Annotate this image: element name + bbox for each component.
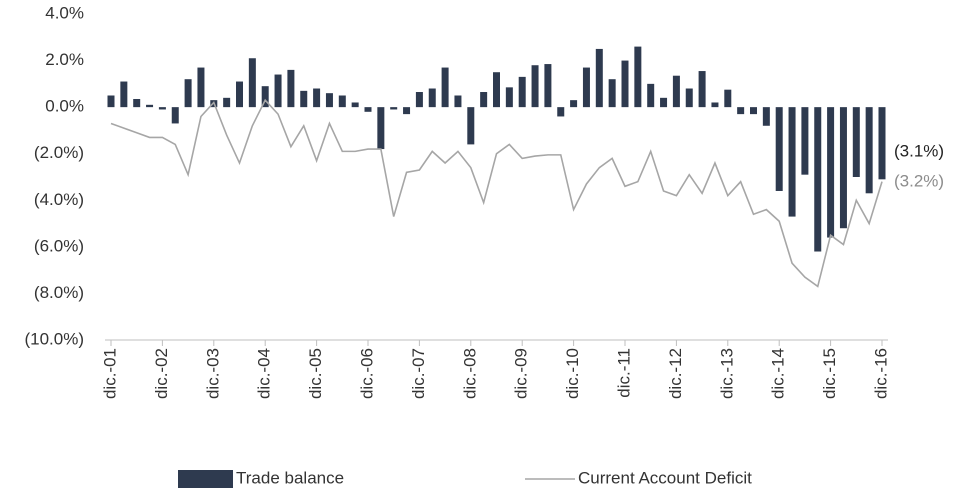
bar xyxy=(454,95,462,108)
bar xyxy=(698,71,706,108)
bar xyxy=(184,79,192,108)
bar xyxy=(737,107,745,115)
bar xyxy=(865,107,873,194)
y-tick-label: (6.0%) xyxy=(34,236,84,255)
x-tick-label: dic.-08 xyxy=(460,348,479,399)
bar xyxy=(133,98,141,108)
bar xyxy=(621,60,629,108)
bar xyxy=(403,107,411,115)
bar xyxy=(480,92,488,108)
bar xyxy=(274,74,282,108)
bar xyxy=(608,79,616,108)
x-tick-label: dic.-11 xyxy=(614,348,633,398)
bar xyxy=(261,86,269,108)
bar xyxy=(236,81,243,108)
bar xyxy=(660,97,668,108)
bar xyxy=(775,107,783,191)
bar xyxy=(505,87,513,108)
bar xyxy=(300,90,308,108)
bar xyxy=(223,97,231,108)
bar xyxy=(390,107,398,110)
bar xyxy=(634,46,642,108)
bar xyxy=(441,67,449,108)
bar xyxy=(852,107,860,177)
y-tick-label: 4.0% xyxy=(45,3,84,22)
x-tick-label: dic.-05 xyxy=(306,348,325,399)
bar xyxy=(364,107,372,112)
bar xyxy=(248,58,256,108)
bar xyxy=(827,107,835,238)
x-tick-label: dic.-09 xyxy=(512,348,531,399)
y-tick-label: (10.0%) xyxy=(24,329,84,348)
y-tick-label: (2.0%) xyxy=(34,143,84,162)
bar xyxy=(325,93,333,108)
x-tick-label: dic.-03 xyxy=(203,348,222,399)
legend-swatch xyxy=(178,470,233,488)
x-tick-label: dic.-04 xyxy=(255,348,274,399)
bar xyxy=(788,107,796,217)
bar xyxy=(197,67,205,108)
bar xyxy=(672,75,680,108)
bar xyxy=(467,107,475,145)
bar xyxy=(570,100,578,108)
bar xyxy=(801,107,809,175)
x-tick-label: dic.-16 xyxy=(871,348,890,399)
bar xyxy=(171,107,179,124)
x-tick-label: dic.-12 xyxy=(666,348,685,399)
bar xyxy=(685,88,693,108)
y-tick-label: 2.0% xyxy=(45,50,84,69)
bar xyxy=(428,88,436,108)
bar xyxy=(647,83,655,108)
legend-label: Trade balance xyxy=(236,468,344,487)
bar xyxy=(377,107,385,150)
bar xyxy=(287,69,295,108)
x-tick-label: dic.-10 xyxy=(563,348,582,399)
bar xyxy=(582,67,590,108)
bar xyxy=(814,107,822,252)
x-tick-label: dic.-01 xyxy=(100,348,119,399)
x-tick-label: dic.-07 xyxy=(409,348,428,399)
bar xyxy=(158,107,166,110)
bar xyxy=(595,48,603,108)
x-tick-label: dic.-13 xyxy=(717,348,736,399)
bar xyxy=(878,107,886,180)
bar xyxy=(313,88,321,108)
bar xyxy=(557,107,565,117)
x-tick-label: dic.-14 xyxy=(769,348,788,399)
y-tick-label: 0.0% xyxy=(45,97,84,116)
value-label: (3.1%) xyxy=(894,141,944,160)
bar xyxy=(146,104,154,108)
bar xyxy=(518,76,526,108)
bar xyxy=(762,107,770,126)
bar xyxy=(711,102,719,108)
bar xyxy=(107,95,115,108)
bar xyxy=(724,89,732,108)
y-tick-label: (4.0%) xyxy=(34,190,84,209)
bar xyxy=(531,65,539,108)
legend-label: Current Account Deficit xyxy=(578,468,752,487)
x-tick-label: dic.-02 xyxy=(152,348,171,399)
bar xyxy=(544,64,552,108)
bar xyxy=(338,95,346,108)
value-label: (3.2%) xyxy=(894,171,944,190)
bar xyxy=(750,107,757,115)
bar xyxy=(351,102,359,108)
line xyxy=(110,98,883,288)
bar xyxy=(839,107,847,229)
bar xyxy=(493,72,500,108)
x-tick-label: dic.-06 xyxy=(357,348,376,399)
y-tick-label: (8.0%) xyxy=(34,283,84,302)
x-tick-label: dic.-15 xyxy=(820,348,839,399)
bar xyxy=(120,81,128,108)
bar xyxy=(415,92,423,108)
